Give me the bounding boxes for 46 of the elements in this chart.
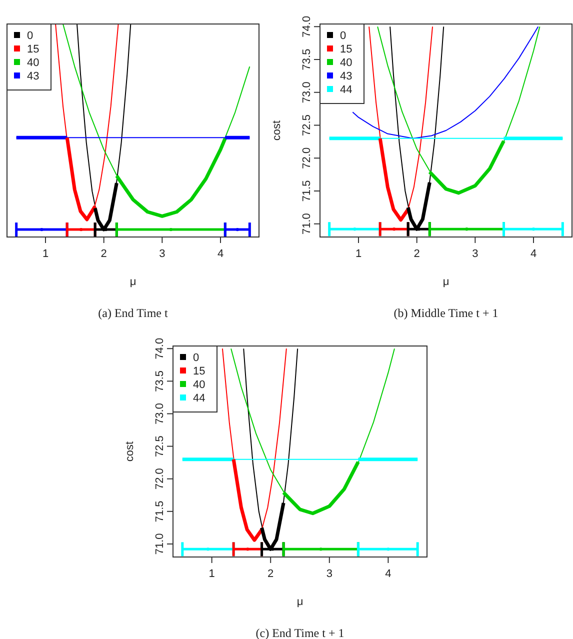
x-axis-title: μ: [296, 596, 304, 608]
legend-label: 15: [27, 44, 40, 56]
y-tick-label: 74.0: [301, 16, 313, 38]
y-tick-label: 72.5: [154, 436, 166, 457]
x-tick-label: 2: [268, 568, 274, 580]
legend-label: 44: [340, 84, 352, 96]
y-tick-label: 71.5: [154, 500, 166, 522]
legend-label: 40: [340, 57, 352, 69]
x-axis-title: μ: [442, 276, 450, 288]
x-tick-label: 1: [42, 248, 49, 260]
legend-label: 0: [193, 352, 200, 364]
y-tick-label: 71.0: [301, 213, 313, 235]
legend-label: 40: [27, 57, 40, 69]
legend-label: 15: [193, 366, 206, 378]
y-tick-label: 71.0: [154, 533, 166, 555]
x-tick-label: 4: [530, 248, 537, 260]
x-tick-label: 4: [217, 248, 224, 260]
legend-label: 43: [340, 70, 352, 82]
x-tick-label: 3: [159, 248, 166, 260]
legend-label: 0: [27, 30, 34, 42]
legend-label: 15: [340, 44, 352, 56]
legend-label: 0: [340, 30, 346, 42]
y-axis-title: cost: [271, 120, 283, 141]
y-tick-label: 73.5: [301, 48, 313, 70]
x-tick-label: 1: [208, 568, 215, 580]
x-tick-label: 3: [472, 248, 478, 260]
text: (a) End Time t: [98, 306, 168, 320]
y-tick-label: 73.0: [154, 403, 166, 424]
x-tick-label: 3: [326, 568, 332, 580]
y-tick-label: 72.0: [154, 468, 166, 490]
y-tick-label: 72.5: [301, 114, 313, 136]
legend-label: 44: [193, 392, 206, 404]
x-tick-label: 1: [355, 248, 362, 260]
x-axis-title: μ: [130, 276, 136, 288]
legend-label: 43: [27, 70, 40, 82]
x-tick-label: 2: [100, 248, 107, 260]
y-axis-title: cost: [124, 441, 136, 462]
y-tick-label: 73.0: [301, 82, 313, 104]
y-tick-label: 71.5: [301, 180, 313, 202]
text: (b) Middle Time t + 1: [394, 306, 498, 320]
y-tick-label: 72.0: [301, 147, 313, 169]
x-tick-label: 2: [414, 248, 420, 260]
y-tick-label: 73.5: [154, 370, 166, 392]
x-tick-label: 4: [385, 568, 392, 580]
legend-label: 40: [193, 379, 206, 391]
y-tick-label: 74.0: [154, 338, 166, 360]
